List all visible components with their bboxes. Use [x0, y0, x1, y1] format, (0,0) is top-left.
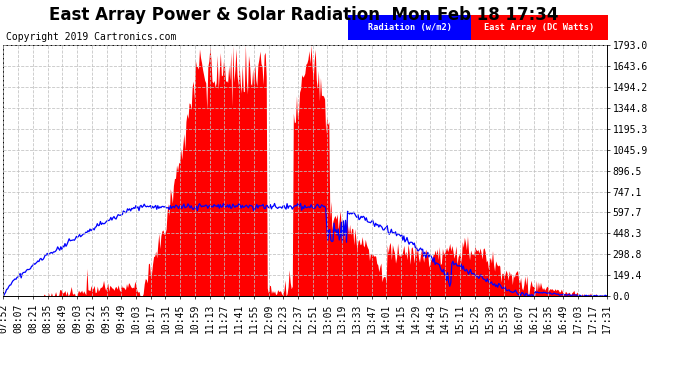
Text: Radiation (w/m2): Radiation (w/m2) — [368, 23, 452, 32]
Text: East Array (DC Watts): East Array (DC Watts) — [484, 23, 595, 32]
Text: East Array Power & Solar Radiation  Mon Feb 18 17:34: East Array Power & Solar Radiation Mon F… — [49, 6, 558, 24]
Text: Copyright 2019 Cartronics.com: Copyright 2019 Cartronics.com — [6, 32, 176, 42]
